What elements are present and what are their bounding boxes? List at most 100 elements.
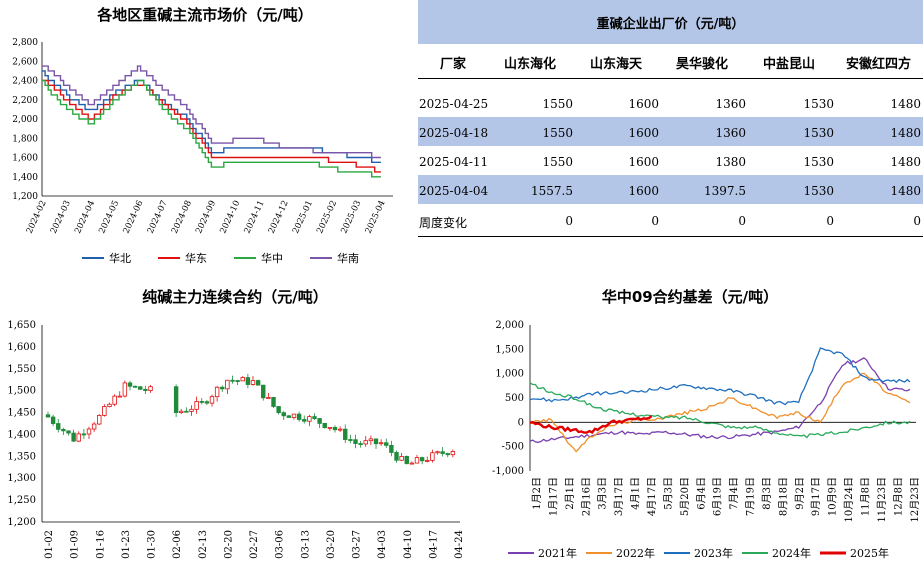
candle-body bbox=[194, 401, 199, 410]
candle-body bbox=[332, 427, 338, 431]
y-tick-label: 1,250 bbox=[7, 495, 36, 506]
table-cell: 1397.5 bbox=[704, 184, 746, 198]
y-tick-label: 1,200 bbox=[12, 192, 38, 202]
y-tick-label: 1,350 bbox=[7, 451, 36, 462]
table-cell: 1550 bbox=[542, 126, 573, 140]
x-tick-label: 9月17日 bbox=[810, 477, 822, 516]
x-tick-label: 5月20日 bbox=[679, 477, 691, 516]
x-tick-label: 2025-03 bbox=[339, 199, 363, 235]
x-tick-label: 04-24 bbox=[454, 530, 465, 559]
x-tick-label: 2024-09 bbox=[194, 199, 218, 235]
y-tick-label: 2,800 bbox=[12, 38, 38, 48]
candle-body bbox=[373, 438, 379, 445]
x-tick-label: 3月17日 bbox=[613, 477, 625, 516]
x-tick-label: 2月1日 bbox=[564, 477, 576, 510]
candle-body bbox=[384, 442, 389, 446]
candle-body bbox=[45, 414, 51, 418]
candle-body bbox=[419, 457, 425, 462]
x-tick-label: 2024-07 bbox=[146, 199, 170, 235]
x-tick-label: 8月18日 bbox=[777, 477, 789, 516]
candle-body bbox=[327, 427, 333, 429]
candle-body bbox=[214, 386, 220, 398]
x-tick-label: 01-09 bbox=[70, 530, 81, 559]
table-row: 2025-04-18 1550 1600 1360 1530 1480 bbox=[418, 117, 923, 146]
series-line-2 bbox=[529, 347, 911, 406]
candle-body bbox=[409, 462, 415, 465]
legend-label: 2025年 bbox=[850, 546, 889, 560]
x-tick-label: 04-10 bbox=[403, 530, 414, 559]
x-tick-label: 03-20 bbox=[326, 530, 337, 559]
x-tick-label: 2024-08 bbox=[170, 199, 194, 235]
candle-body bbox=[179, 410, 184, 413]
table-row: 2025-04-25 1550 1600 1360 1530 1480 bbox=[418, 88, 923, 117]
candle-body bbox=[204, 401, 210, 404]
candle-body bbox=[394, 452, 399, 461]
candle-body bbox=[261, 384, 266, 399]
candle-body bbox=[337, 428, 343, 431]
candle-body bbox=[440, 451, 445, 454]
y-tick-label: 1,400 bbox=[7, 429, 36, 440]
candle-body bbox=[414, 457, 420, 464]
table-cell: 1480 bbox=[890, 184, 921, 198]
x-tick-label: 1月17日 bbox=[547, 477, 559, 516]
legend-label: 2022年 bbox=[616, 546, 655, 560]
table-cell: 2025-04-25 bbox=[419, 97, 489, 111]
x-tick-label: 3月3日 bbox=[597, 477, 609, 510]
column-header: 山东海天 bbox=[590, 57, 643, 72]
table-cell: 2025-04-04 bbox=[419, 184, 489, 198]
table-cell: 1600 bbox=[628, 126, 659, 140]
table-cell: 1480 bbox=[890, 97, 921, 111]
table-cell: 0 bbox=[651, 214, 659, 228]
table-cell: 1360 bbox=[715, 126, 746, 140]
y-tick-label: 1,450 bbox=[7, 408, 36, 419]
candle-body bbox=[312, 416, 317, 419]
x-tick-label: 6月19日 bbox=[712, 477, 724, 516]
legend-label: 华中 bbox=[261, 251, 283, 265]
table-cell: 0 bbox=[826, 214, 834, 228]
table-cell: 0 bbox=[738, 214, 746, 228]
candle-body bbox=[225, 379, 230, 390]
candle-body bbox=[189, 408, 194, 412]
x-tick-label: 2024-05 bbox=[97, 199, 121, 235]
candle-body bbox=[71, 432, 76, 442]
table-header: 厂家 山东海化 山东海天 昊华骏化 中盐昆山 安徽红四方 bbox=[418, 44, 923, 79]
legend-label: 2021年 bbox=[538, 546, 577, 560]
x-tick-label: 2024-12 bbox=[267, 199, 291, 235]
candle-body bbox=[353, 439, 358, 444]
column-header: 安徽红四方 bbox=[846, 57, 912, 72]
candle-body bbox=[404, 456, 409, 464]
x-tick-label: 2024-10 bbox=[218, 199, 242, 235]
x-tick-label: 12月8日 bbox=[892, 477, 904, 516]
candle-body bbox=[399, 456, 404, 461]
candle-body bbox=[343, 428, 348, 440]
x-tick-label: 2024-11 bbox=[243, 199, 267, 235]
x-tick-label: 2024-04 bbox=[73, 199, 97, 235]
y-tick-label: 2,600 bbox=[12, 57, 38, 67]
x-tick-label: 2025-04 bbox=[364, 199, 388, 235]
candle-body bbox=[112, 395, 117, 405]
x-tick-label: 10月9日 bbox=[827, 477, 839, 516]
candle-body bbox=[230, 379, 235, 382]
candle-body bbox=[250, 380, 256, 385]
table-row: 2025-04-11 1550 1600 1380 1530 1480 bbox=[418, 146, 923, 175]
candle-body bbox=[276, 406, 281, 414]
candle-body bbox=[107, 403, 112, 407]
legend-label: 2023年 bbox=[694, 546, 733, 560]
x-tick-label: 02-20 bbox=[223, 530, 234, 559]
x-tick-label: 11月23日 bbox=[876, 477, 888, 522]
candle-body bbox=[97, 415, 102, 425]
series-line-3 bbox=[42, 65, 381, 159]
candle-body bbox=[122, 382, 128, 397]
candle-body bbox=[138, 386, 143, 390]
x-tick-label: 8月3日 bbox=[761, 477, 773, 510]
candle-body bbox=[235, 380, 240, 382]
x-tick-label: 04-17 bbox=[428, 530, 439, 559]
candle-body bbox=[302, 419, 307, 422]
y-tick-label: -1,000 bbox=[492, 466, 524, 477]
x-tick-label: 03-06 bbox=[275, 530, 286, 559]
column-header: 中盐昆山 bbox=[763, 57, 816, 72]
candle-body bbox=[363, 440, 368, 445]
candle-body bbox=[255, 380, 261, 386]
candle-body bbox=[317, 418, 322, 424]
x-tick-label: 7月19日 bbox=[745, 477, 757, 516]
